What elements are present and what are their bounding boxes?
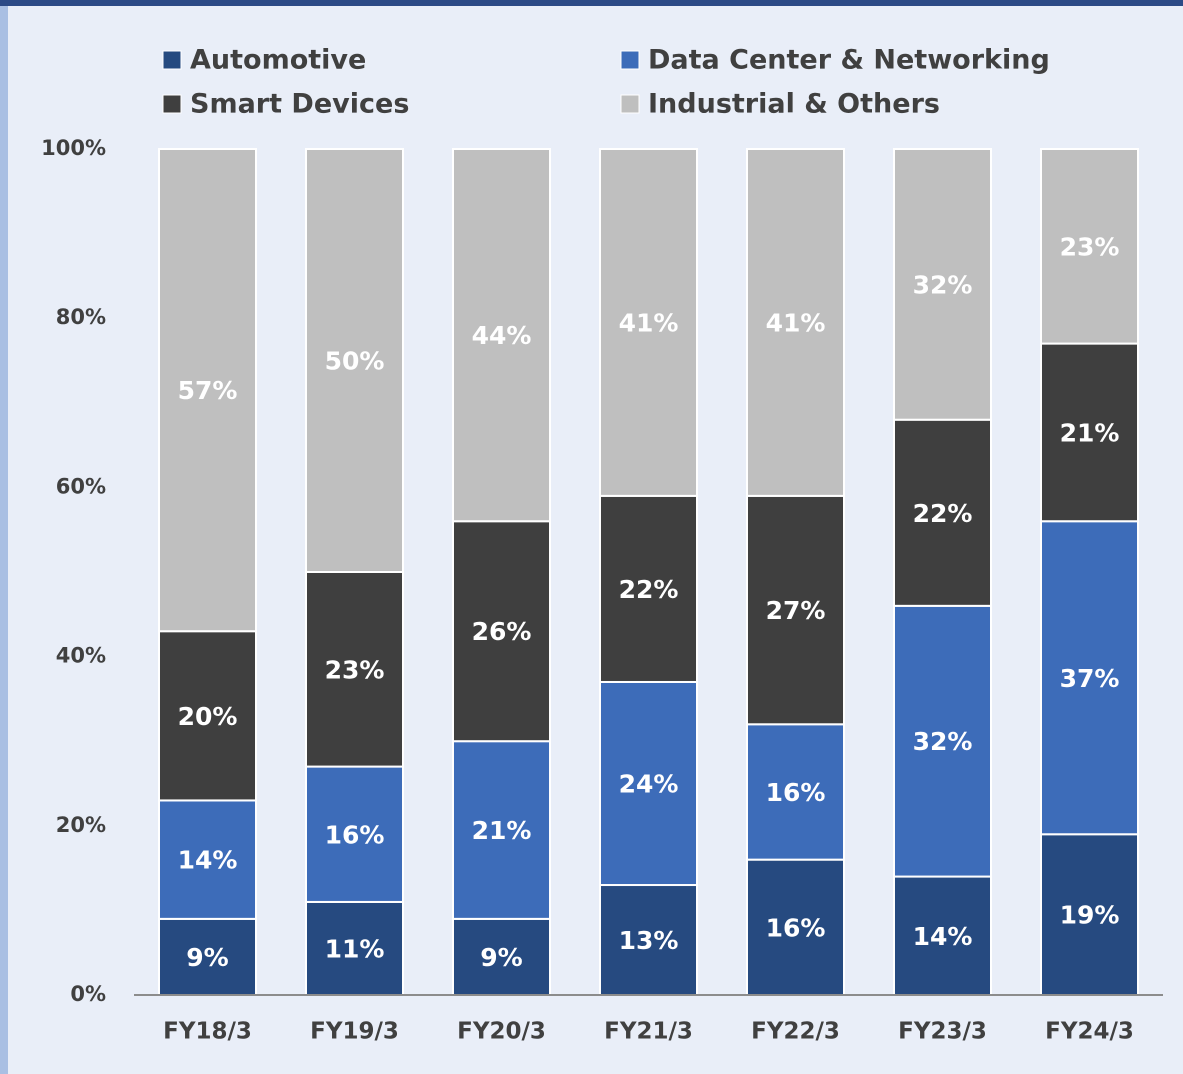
bar-segment [158,630,257,802]
data-label: 57% [178,376,238,405]
legend-label: Industrial & Others [648,89,940,120]
bar-segment [599,494,698,683]
y-tick-label: 40% [56,644,106,668]
data-label: 20% [178,702,238,731]
x-tick-label: FY19/3 [310,1019,399,1045]
data-label: 21% [472,816,532,845]
x-tick-label: FY18/3 [163,1019,252,1045]
data-label: 41% [766,308,826,337]
bar-segment [599,680,698,887]
data-label: 9% [480,943,522,972]
data-label: 37% [1060,664,1120,693]
data-label: 27% [766,596,826,625]
y-tick-label: 20% [56,813,106,837]
bar-segment [893,604,992,878]
bar-segment [452,917,551,996]
bar-segment [305,765,404,903]
data-label: 50% [325,347,385,376]
data-label: 11% [325,934,385,963]
y-tick-label: 80% [56,305,106,329]
x-tick-label: FY21/3 [604,1019,693,1045]
bar-segment [158,917,257,996]
data-label: 14% [913,922,973,951]
bar-segment [893,418,992,607]
legend-label: Data Center & Networking [648,45,1050,76]
bar-segment [599,148,698,497]
bar-segment [1040,148,1139,345]
data-label: 23% [1060,232,1120,261]
y-tick-label: 100% [41,136,106,160]
legend-swatch [620,50,640,70]
y-tick-label: 60% [56,474,106,498]
bar-segment [452,520,551,743]
data-label: 19% [1060,901,1120,930]
bar-segment [452,148,551,523]
bar-segment [305,571,404,768]
data-label: 9% [186,943,228,972]
x-tick-label: FY23/3 [898,1019,987,1045]
data-label: 16% [766,913,826,942]
data-label: 41% [619,308,679,337]
bar-segment [305,148,404,573]
legend-swatch [162,94,182,114]
data-label: 22% [913,499,973,528]
data-label: 24% [619,770,679,799]
bar-segment [158,148,257,633]
data-label: 16% [766,778,826,807]
legend-swatch [162,50,182,70]
data-label: 32% [913,727,973,756]
bar-segment [599,884,698,997]
data-label: 32% [913,270,973,299]
legend-label: Automotive [190,45,366,76]
data-label: 16% [325,820,385,849]
x-tick-label: FY22/3 [751,1019,840,1045]
legend-label: Smart Devices [190,89,409,120]
data-label: 44% [472,321,532,350]
data-label: 26% [472,617,532,646]
left-border [0,0,8,1074]
legend-swatch [620,94,640,114]
x-tick-label: FY20/3 [457,1019,546,1045]
data-label: 22% [619,575,679,604]
data-label: 13% [619,926,679,955]
bar-segment [1040,520,1139,836]
top-border [0,0,1183,6]
bar-segment [746,494,845,726]
bar-segment [746,858,845,997]
data-label: 21% [1060,418,1120,447]
data-label: 23% [325,655,385,684]
y-tick-label: 0% [70,982,106,1006]
bar-segment [746,723,845,861]
bar-segment [746,148,845,497]
x-tick-label: FY24/3 [1045,1019,1134,1045]
bar-segment [893,148,992,421]
data-label: 14% [178,846,238,875]
